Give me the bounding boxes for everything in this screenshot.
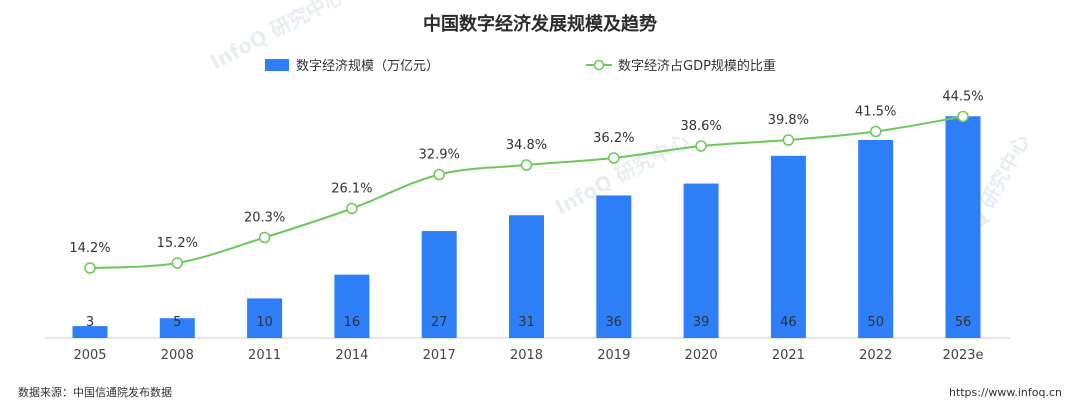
legend-line-marker — [593, 59, 605, 71]
legend: 数字经济规模（万亿元） 数字经济占GDP规模的比重 — [265, 58, 776, 74]
x-tick-label: 2005 — [73, 348, 106, 363]
bar-value-label: 16 — [344, 315, 361, 330]
pct-value-label: 39.8% — [768, 113, 809, 128]
x-tick-label: 2011 — [248, 348, 281, 363]
pct-labels: 14.2% 15.2% 20.3% 26.1% 32.9% 34.8% 36.2% 38.6%… — [69, 90, 983, 257]
pct-marker-2023e — [957, 110, 969, 123]
pct-marker-2021 — [782, 134, 795, 146]
x-tick-label: 2008 — [161, 348, 194, 363]
bar-2018 — [509, 215, 544, 338]
pct-marker-2005 — [84, 262, 96, 274]
bar-2005 — [72, 326, 108, 338]
bar-value-label: 27 — [431, 315, 448, 330]
bar-value-label: 50 — [867, 315, 884, 330]
bar-value-label: 36 — [606, 315, 623, 330]
bar-value-label: 46 — [780, 315, 797, 330]
bar-value-label: 31 — [518, 315, 535, 330]
x-tick-label: 2014 — [335, 348, 368, 363]
chart-title: 中国数字经济发展规模及趋势 — [423, 13, 657, 35]
pct-marker-2011 — [258, 231, 271, 244]
bar-value-label: 56 — [955, 315, 972, 330]
bar-value-label: 10 — [256, 315, 273, 330]
bars — [72, 116, 981, 339]
pct-value-label: 14.2% — [69, 241, 110, 256]
bar-2022 — [858, 140, 894, 338]
pct-value-label: 15.2% — [157, 236, 198, 251]
pct-value-label: 34.8% — [506, 138, 547, 153]
x-tick-label: 2018 — [510, 348, 543, 363]
x-tick-label: 2019 — [597, 348, 630, 363]
bar-value-label: 3 — [86, 315, 94, 330]
pct-markers — [84, 110, 969, 274]
pct-marker-2008 — [171, 257, 184, 269]
bar-2023e — [945, 116, 981, 339]
bar-labels: 3 5 10 16 27 31 36 39 46 50 56 — [86, 315, 971, 330]
x-tick-label: 2023e — [942, 348, 983, 363]
x-tick-label: 2020 — [685, 348, 718, 363]
pct-value-label: 41.5% — [855, 105, 896, 120]
pct-value-label: 36.2% — [593, 131, 634, 146]
x-tick-label: 2022 — [859, 348, 892, 363]
pct-marker-2017 — [433, 168, 445, 181]
pct-value-label: 44.5% — [942, 90, 983, 105]
pct-marker-2020 — [695, 140, 707, 152]
pct-marker-2014 — [346, 202, 358, 215]
bar-2008 — [159, 318, 195, 338]
legend-bar-swatch — [265, 59, 289, 71]
bar-2021 — [770, 155, 806, 338]
legend-line-label: 数字经济占GDP规模的比重 — [618, 58, 776, 74]
pct-marker-2018 — [520, 159, 533, 171]
x-tick-label: 2021 — [772, 348, 805, 363]
source-url[interactable]: https://www.infoq.cn — [949, 386, 1062, 399]
bar-2020 — [683, 183, 719, 338]
bar-2017 — [421, 231, 457, 338]
bar-2019 — [596, 195, 632, 338]
legend-bar-label: 数字经济规模（万亿元） — [296, 59, 439, 74]
pct-value-label: 32.9% — [419, 148, 460, 163]
pct-value-label: 26.1% — [331, 182, 372, 197]
pct-value-label: 38.6% — [680, 119, 721, 134]
bar-2011 — [247, 298, 283, 338]
x-tick-label: 2017 — [423, 348, 456, 363]
x-tick-labels: 2005 2008 2011 2014 2017 2018 2019 2020 2021 2022… — [73, 348, 983, 363]
data-source: 数据来源：中国信通院发布数据 — [18, 385, 172, 399]
bar-value-label: 5 — [173, 315, 181, 330]
pct-value-label: 20.3% — [244, 211, 285, 226]
pct-marker-2019 — [608, 152, 620, 164]
pct-marker-2022 — [869, 125, 882, 138]
bar-value-label: 39 — [693, 315, 710, 330]
bar-2014 — [334, 274, 370, 338]
